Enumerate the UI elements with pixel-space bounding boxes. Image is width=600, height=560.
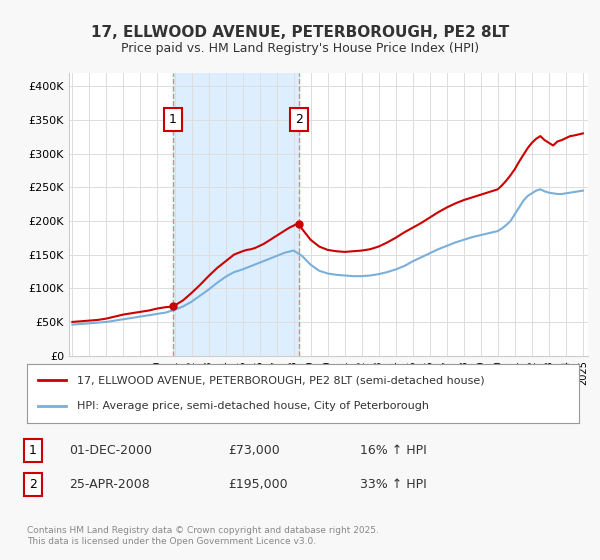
Text: 01-DEC-2000: 01-DEC-2000 (69, 444, 152, 458)
Text: 16% ↑ HPI: 16% ↑ HPI (360, 444, 427, 458)
Text: Contains HM Land Registry data © Crown copyright and database right 2025.
This d: Contains HM Land Registry data © Crown c… (27, 526, 379, 546)
Bar (173, 73, 299, 356)
Text: 25-APR-2008: 25-APR-2008 (69, 478, 150, 491)
Text: 2: 2 (29, 478, 37, 491)
Text: £195,000: £195,000 (228, 478, 287, 491)
Text: 17, ELLWOOD AVENUE, PETERBOROUGH, PE2 8LT: 17, ELLWOOD AVENUE, PETERBOROUGH, PE2 8L… (91, 25, 509, 40)
Text: £73,000: £73,000 (228, 444, 280, 458)
Text: 17, ELLWOOD AVENUE, PETERBOROUGH, PE2 8LT (semi-detached house): 17, ELLWOOD AVENUE, PETERBOROUGH, PE2 8L… (77, 375, 484, 385)
Text: HPI: Average price, semi-detached house, City of Peterborough: HPI: Average price, semi-detached house,… (77, 402, 428, 412)
Text: 1: 1 (169, 114, 177, 127)
Text: 2: 2 (295, 114, 303, 127)
Text: Price paid vs. HM Land Registry's House Price Index (HPI): Price paid vs. HM Land Registry's House … (121, 42, 479, 55)
Text: 1: 1 (29, 444, 37, 458)
Text: 33% ↑ HPI: 33% ↑ HPI (360, 478, 427, 491)
